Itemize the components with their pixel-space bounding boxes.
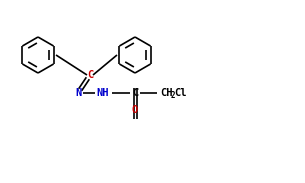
- Text: C: C: [132, 88, 138, 98]
- Text: NH: NH: [97, 88, 109, 98]
- Text: 2: 2: [170, 92, 175, 100]
- Text: O: O: [132, 105, 138, 115]
- Text: N: N: [75, 88, 81, 98]
- Text: Cl: Cl: [174, 88, 186, 98]
- Text: C: C: [87, 70, 93, 80]
- Text: CH: CH: [160, 88, 173, 98]
